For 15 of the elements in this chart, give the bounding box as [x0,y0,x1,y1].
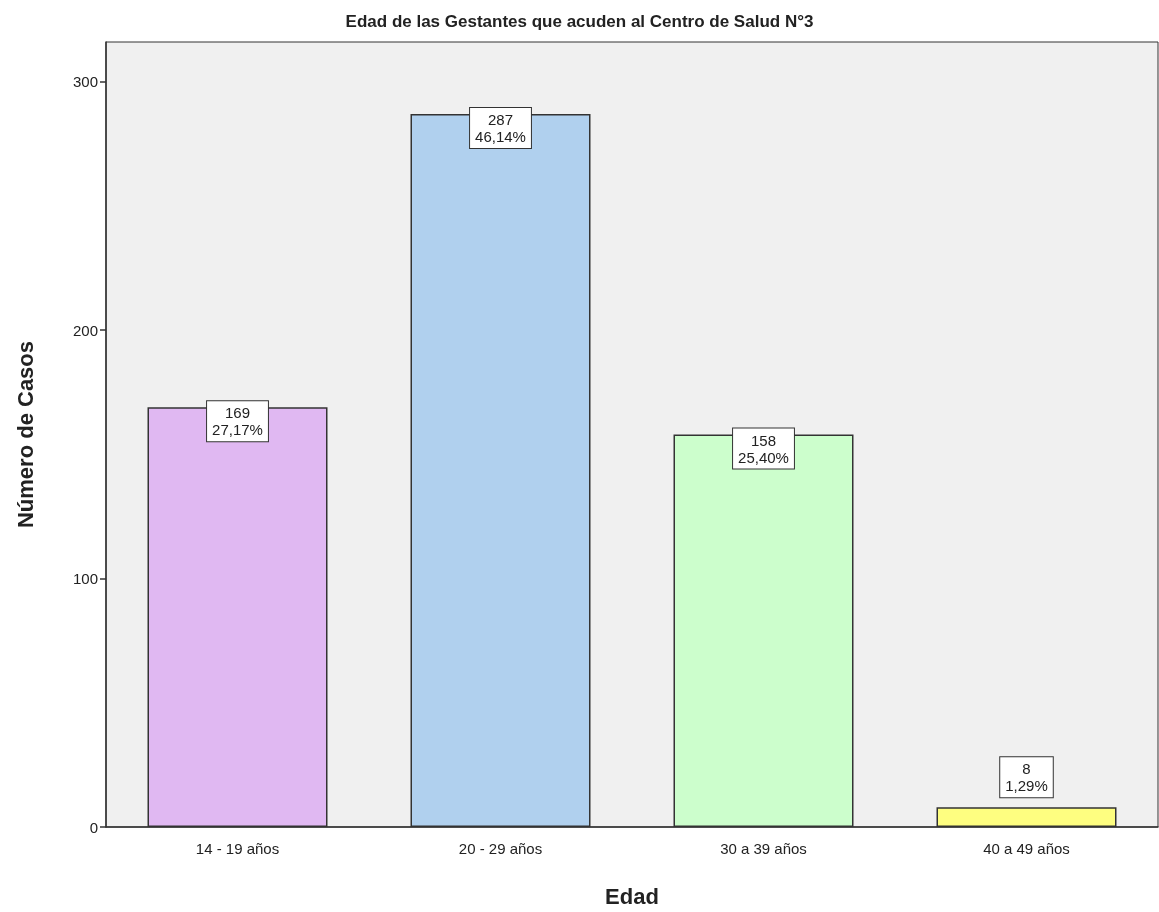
y-tick-label: 300 [72,73,98,91]
x-axis-title: Edad [605,883,659,909]
x-tick-label: 20 - 29 años [458,840,543,857]
y-tick-label: 100 [72,570,98,588]
data-label: 169 27,17% [212,404,263,439]
y-tick-label: 0 [89,818,98,836]
data-label: 8 1,29% [1005,760,1048,795]
data-label: 158 25,40% [738,431,789,466]
x-tick-label: 14 - 19 años [195,840,280,857]
y-axis-title: Número de Casos [12,340,38,529]
x-tick-label: 40 a 49 años [983,840,1070,857]
x-tick-label: 30 a 39 años [720,840,807,857]
y-tick-label: 200 [72,321,98,339]
chart-title: Edad de las Gestantes que acuden al Centro de Salud N°3 [345,12,814,31]
data-label: 287 46,14% [475,111,526,146]
